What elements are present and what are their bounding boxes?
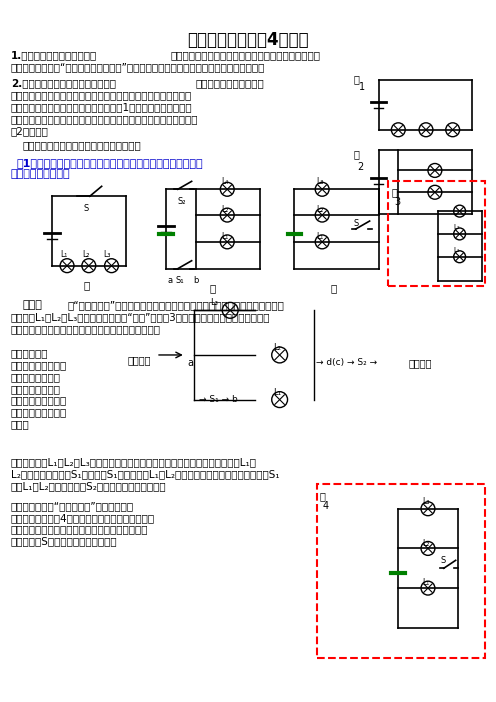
- Text: 并分析开关的作用。: 并分析开关的作用。: [11, 169, 70, 180]
- Text: 若电路中的各元件是逐个顺次连接起来的，则电路为串: 若电路中的各元件是逐个顺次连接起来的，则电路为串: [171, 51, 321, 60]
- Text: a: a: [187, 358, 193, 368]
- Text: 可以先用虚线将电: 可以先用虚线将电: [11, 372, 61, 382]
- Text: 3: 3: [394, 197, 400, 207]
- Text: 控制L₁、L₂两盏灯，开关S₂在干路上，控制三盏灯。: 控制L₁、L₂两盏灯，开关S₂在干路上，控制三盏灯。: [11, 481, 166, 491]
- Text: 例1．分析下图所示电路中，开关闭合后，三盏灯的连接形式，: 例1．分析下图所示电路中，开关闭合后，三盏灯的连接形式，: [17, 157, 203, 168]
- Text: 电源正极: 电源正极: [127, 355, 151, 365]
- Text: → S₁ → b: → S₁ → b: [198, 395, 237, 404]
- Text: 图: 图: [354, 150, 360, 159]
- Text: 2.使用电流流向法识别串并联电路：: 2.使用电流流向法识别串并联电路：: [11, 78, 116, 88]
- Text: 图: 图: [319, 491, 325, 501]
- Text: 分支，又在另一处汇合，则分支处到汇合处之间的电路是并联的（如: 分支，又在另一处汇合，则分支处到汇合处之间的电路是并联的（如: [11, 114, 198, 124]
- Text: 向是：: 向是：: [11, 420, 29, 430]
- Text: → d(c) → S₂ →: → d(c) → S₂ →: [316, 358, 377, 367]
- Text: L₁: L₁: [221, 232, 229, 241]
- Text: a: a: [168, 276, 173, 284]
- Text: 从电源的正极（或负极）: 从电源的正极（或负极）: [195, 78, 264, 88]
- Text: 出发，沿电流流向，分析电流通过的路径。若只有一条路径通过所: 出发，沿电流流向，分析电流通过的路径。若只有一条路径通过所: [11, 90, 192, 100]
- Text: L₁: L₁: [273, 388, 281, 397]
- Text: S: S: [354, 219, 359, 228]
- Text: 中可看出：电流的流: 中可看出：电流的流: [11, 408, 67, 418]
- Text: 由此可看出灯L₁、L₂和L₃分别在三条支路上，所以三盏灯是并联的。其中通过灯L₁、: 由此可看出灯L₁、L₂和L₃分别在三条支路上，所以三盏灯是并联的。其中通过灯L₁…: [11, 457, 257, 467]
- Text: 示电路的连接方式，: 示电路的连接方式，: [11, 360, 67, 370]
- Text: 用“电流流向法”来判断。在图甲所示的电路中，从电源的正极出发，电流依次: 用“电流流向法”来判断。在图甲所示的电路中，从电源的正极出发，电流依次: [67, 300, 284, 310]
- Text: 识别串并联电路的4种方法: 识别串并联电路的4种方法: [187, 31, 309, 48]
- Text: L₂: L₂: [82, 250, 89, 259]
- Text: L₂: L₂: [422, 538, 430, 548]
- Text: L₄: L₄: [221, 178, 229, 187]
- Text: S: S: [441, 557, 446, 565]
- Text: 流通过的所有路径: 流通过的所有路径: [11, 384, 61, 394]
- Text: 联电路；若各元件“首首相接，尾尾相连”并列地连在电路两点之间，则电路就是并联电路。: 联电路；若各元件“首首相接，尾尾相连”并列地连在电路两点之间，则电路就是并联电路…: [11, 62, 265, 72]
- Text: 有的用电器，则这个电路是串联的（如图1所示）；若电流在某处: 有的用电器，则这个电路是串联的（如图1所示）；若电流在某处: [11, 102, 192, 112]
- Text: L₃: L₃: [422, 497, 430, 506]
- Text: S₁: S₁: [176, 276, 185, 284]
- Text: 乙: 乙: [209, 284, 216, 293]
- Text: 甲: 甲: [84, 281, 90, 291]
- Bar: [317, 484, 485, 658]
- Text: L₂的电流通过了开关S₁。当开关S₁断开时，灯L₁、L₂中没有电流，两灯息灭。因此开关S₁: L₂的电流通过了开关S₁。当开关S₁断开时，灯L₁、L₂中没有电流，两灯息灭。因…: [11, 469, 279, 479]
- Text: 且每一条支路上只有一个用电器，则此电路为并联: 且每一条支路上只有一个用电器，则此电路为并联: [11, 524, 148, 535]
- Text: L₂: L₂: [273, 343, 281, 352]
- Text: L₃: L₃: [316, 178, 323, 187]
- Text: 如图所示电路用“电流流向法”画出了图丙中: 如图所示电路用“电流流向法”画出了图丙中: [11, 501, 134, 511]
- Text: 图: 图: [354, 74, 360, 84]
- Bar: [388, 181, 485, 286]
- Text: L₂: L₂: [316, 205, 323, 214]
- Text: L₂: L₂: [454, 224, 460, 230]
- Text: L₁: L₁: [60, 250, 67, 259]
- Text: 分析：: 分析：: [22, 300, 43, 310]
- Text: 图2所示）。: 图2所示）。: [11, 126, 49, 135]
- Text: 电源负极: 电源负极: [408, 358, 432, 368]
- Text: 电流流向法是电路分析中常用的一种方法。: 电流流向法是电路分析中常用的一种方法。: [22, 140, 141, 150]
- Text: L₁: L₁: [316, 232, 323, 241]
- Text: L₃: L₃: [104, 250, 111, 259]
- Text: 在图中画出来，在图: 在图中画出来，在图: [11, 396, 67, 406]
- Text: 2: 2: [357, 161, 363, 171]
- Text: S: S: [84, 204, 89, 213]
- Text: 电路。开关S在干路上，控制三盏灯。: 电路。开关S在干路上，控制三盏灯。: [11, 536, 118, 547]
- Text: b: b: [193, 276, 199, 284]
- Text: 1: 1: [359, 82, 365, 92]
- Text: L₂: L₂: [221, 205, 229, 214]
- Text: 4: 4: [322, 501, 328, 511]
- Text: L₃: L₃: [210, 298, 218, 307]
- Text: 为识别图乙所: 为识别图乙所: [11, 348, 48, 358]
- Text: 1.使用定义法识别串联电路：: 1.使用定义法识别串联电路：: [11, 51, 97, 60]
- Text: 的电流流向，见图4的虚线所示。电流有三条通路，: 的电流流向，见图4的虚线所示。电流有三条通路，: [11, 512, 155, 523]
- Text: 通过了灯L₁、L₂和L₃，电路中没有出现“分叉”，见图3的虚线所示，所以这三盏灯是串联: 通过了灯L₁、L₂和L₃，电路中没有出现“分叉”，见图3的虚线所示，所以这三盏灯…: [11, 312, 270, 322]
- Text: S₂: S₂: [178, 197, 186, 206]
- Text: L₁: L₁: [454, 247, 460, 253]
- Text: 图: 图: [391, 187, 397, 197]
- Text: 丙: 丙: [331, 284, 337, 293]
- Text: L₁: L₁: [422, 578, 429, 587]
- Text: 的。在串联电路中，一个开关可以控制所有的用电器。: 的。在串联电路中，一个开关可以控制所有的用电器。: [11, 324, 161, 334]
